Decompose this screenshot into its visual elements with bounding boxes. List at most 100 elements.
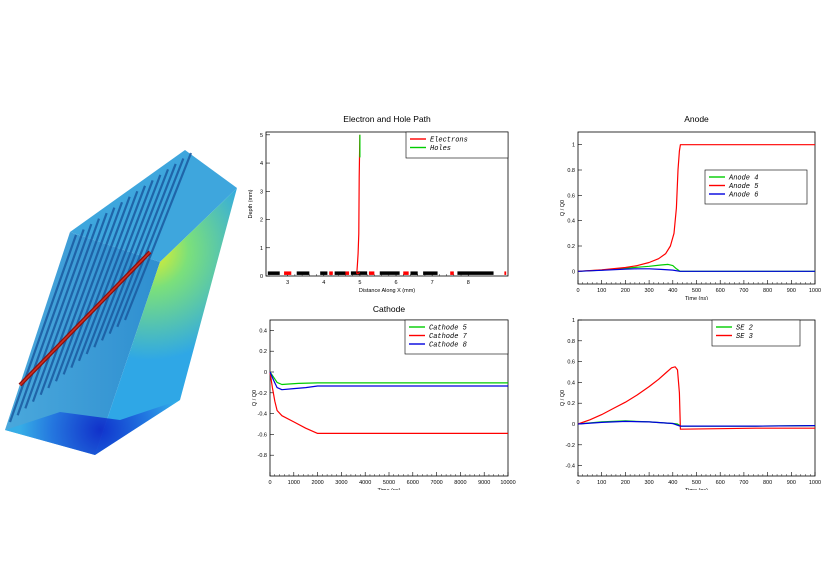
x-tick-label: 8 [467, 280, 470, 286]
y-tick-label: 3 [260, 189, 263, 195]
legend-box [711, 319, 801, 347]
legend-label: SE 2 [736, 325, 753, 333]
x-tick-label: 0 [268, 480, 271, 486]
detector-bottom-field [5, 400, 180, 455]
y-tick-label: 0.8 [567, 339, 575, 345]
legend-box [404, 319, 509, 355]
series-line-anode-5 [577, 144, 815, 272]
legend-label: Holes [430, 145, 451, 153]
x-tick-label: 3 [286, 280, 289, 286]
legend-label: Cathode 7 [429, 333, 468, 341]
detector-strip [31, 218, 101, 402]
x-tick-label: 5000 [383, 480, 395, 486]
plot-frame [265, 131, 509, 277]
legend-label: SE 3 [736, 333, 753, 341]
x-tick-label: 4 [322, 280, 325, 286]
x-tick-label: 800 [763, 288, 772, 294]
x-tick-label: 10000 [500, 480, 515, 486]
legend-label: Anode 4 [728, 175, 758, 183]
x-tick-label: 200 [621, 480, 630, 486]
y-tick-label: 1 [572, 143, 575, 149]
x-tick-label: 700 [739, 480, 748, 486]
y-tick-label: 1 [260, 246, 263, 252]
y-tick-label: 0.2 [567, 401, 575, 407]
x-tick-label: 2000 [311, 480, 323, 486]
x-tick-label: 100 [597, 288, 606, 294]
y-tick-label: 0.2 [259, 349, 267, 355]
x-tick-label: 900 [787, 288, 796, 294]
y-tick-label: 4 [260, 161, 263, 167]
detector-strip [47, 207, 116, 389]
detector-strip [16, 229, 85, 416]
y-axis-label: Depth (mm) [248, 189, 254, 218]
x-tick-label: 500 [692, 480, 701, 486]
y-tick-label: 5 [260, 133, 263, 139]
detector-right-face [95, 188, 237, 455]
x-axis-label: Distance Along X (mm) [359, 288, 415, 294]
y-tick-label: -0.6 [258, 432, 267, 438]
chart-title: Cathode [373, 304, 405, 314]
chart-cathode: Cathode 0 1000 2000 3000 4000 5000 6000 7000 8000… [252, 304, 516, 490]
chart-se: 0 100 200 300 400 500 600 700 800 900 1000 1 0.8 0.6 0… [560, 318, 821, 490]
y-tick-label: -0.2 [566, 443, 575, 449]
series-line-se-2-baseline [577, 420, 816, 427]
x-tick-label: 6000 [407, 480, 419, 486]
interaction-track-core [19, 251, 151, 386]
x-tick-label: 300 [645, 288, 654, 294]
y-tick-label: 0.4 [567, 380, 575, 386]
detector-render [5, 150, 237, 455]
y-tick-label: -0.2 [258, 391, 267, 397]
series-line-electrons [356, 134, 361, 275]
x-axis-label: Time (ns) [685, 296, 708, 300]
y-tick-label: 1 [572, 318, 575, 324]
series-line-cathode-5 [269, 371, 508, 386]
x-tick-label: 300 [645, 480, 654, 486]
x-tick-label: 0 [576, 480, 579, 486]
x-tick-label: 400 [668, 288, 677, 294]
y-axis-label: Q / Q0 [252, 390, 258, 406]
x-tick-label: 100 [597, 480, 606, 486]
detector-strip [100, 169, 170, 341]
legend-label: Cathode 5 [429, 325, 468, 333]
x-tick-label: 3000 [335, 480, 347, 486]
y-axis-label: Q / Q0 [560, 390, 566, 406]
y-tick-label: 0 [572, 269, 575, 275]
series-line-cathode-8 [269, 371, 508, 391]
detector-strip [62, 196, 131, 375]
y-tick-label: 0.8 [567, 168, 575, 174]
chart-title: Electron and Hole Path [343, 114, 431, 124]
x-tick-label: 200 [621, 288, 630, 294]
legend-box [704, 169, 808, 205]
x-tick-label: 800 [763, 480, 772, 486]
plot-frame [577, 131, 816, 285]
y-tick-label: -0.4 [566, 464, 575, 470]
y-tick-label: 0.2 [567, 244, 575, 250]
legend-label: Cathode 8 [429, 342, 467, 350]
legend-box [405, 131, 509, 159]
detector-strip [116, 158, 185, 328]
detector-strip [8, 234, 78, 423]
y-tick-label: 0.6 [567, 360, 575, 366]
detector-strip [77, 185, 147, 362]
legend-label: Anode 5 [728, 183, 759, 191]
x-tick-label: 4000 [359, 480, 371, 486]
detector-strip [108, 163, 177, 334]
series-line-cathode-7 [269, 371, 508, 434]
detector-strips [8, 152, 193, 423]
x-tick-label: 7000 [430, 480, 442, 486]
y-tick-label: 0 [260, 274, 263, 280]
legend-label: Electrons [430, 137, 468, 145]
x-tick-label: 600 [716, 288, 725, 294]
detector-strip [123, 152, 193, 321]
detector-strip [54, 201, 124, 382]
x-tick-label: 7 [431, 280, 434, 286]
x-tick-label: 600 [716, 480, 725, 486]
y-tick-label: 0 [572, 422, 575, 428]
y-tick-label: 0.4 [259, 328, 267, 334]
x-tick-label: 0 [576, 288, 579, 294]
legend-label: Anode 6 [728, 192, 758, 200]
detector-strip [24, 223, 93, 409]
x-tick-label: 5 [358, 280, 361, 286]
x-tick-label: 500 [692, 288, 701, 294]
detector-strip [85, 179, 154, 355]
